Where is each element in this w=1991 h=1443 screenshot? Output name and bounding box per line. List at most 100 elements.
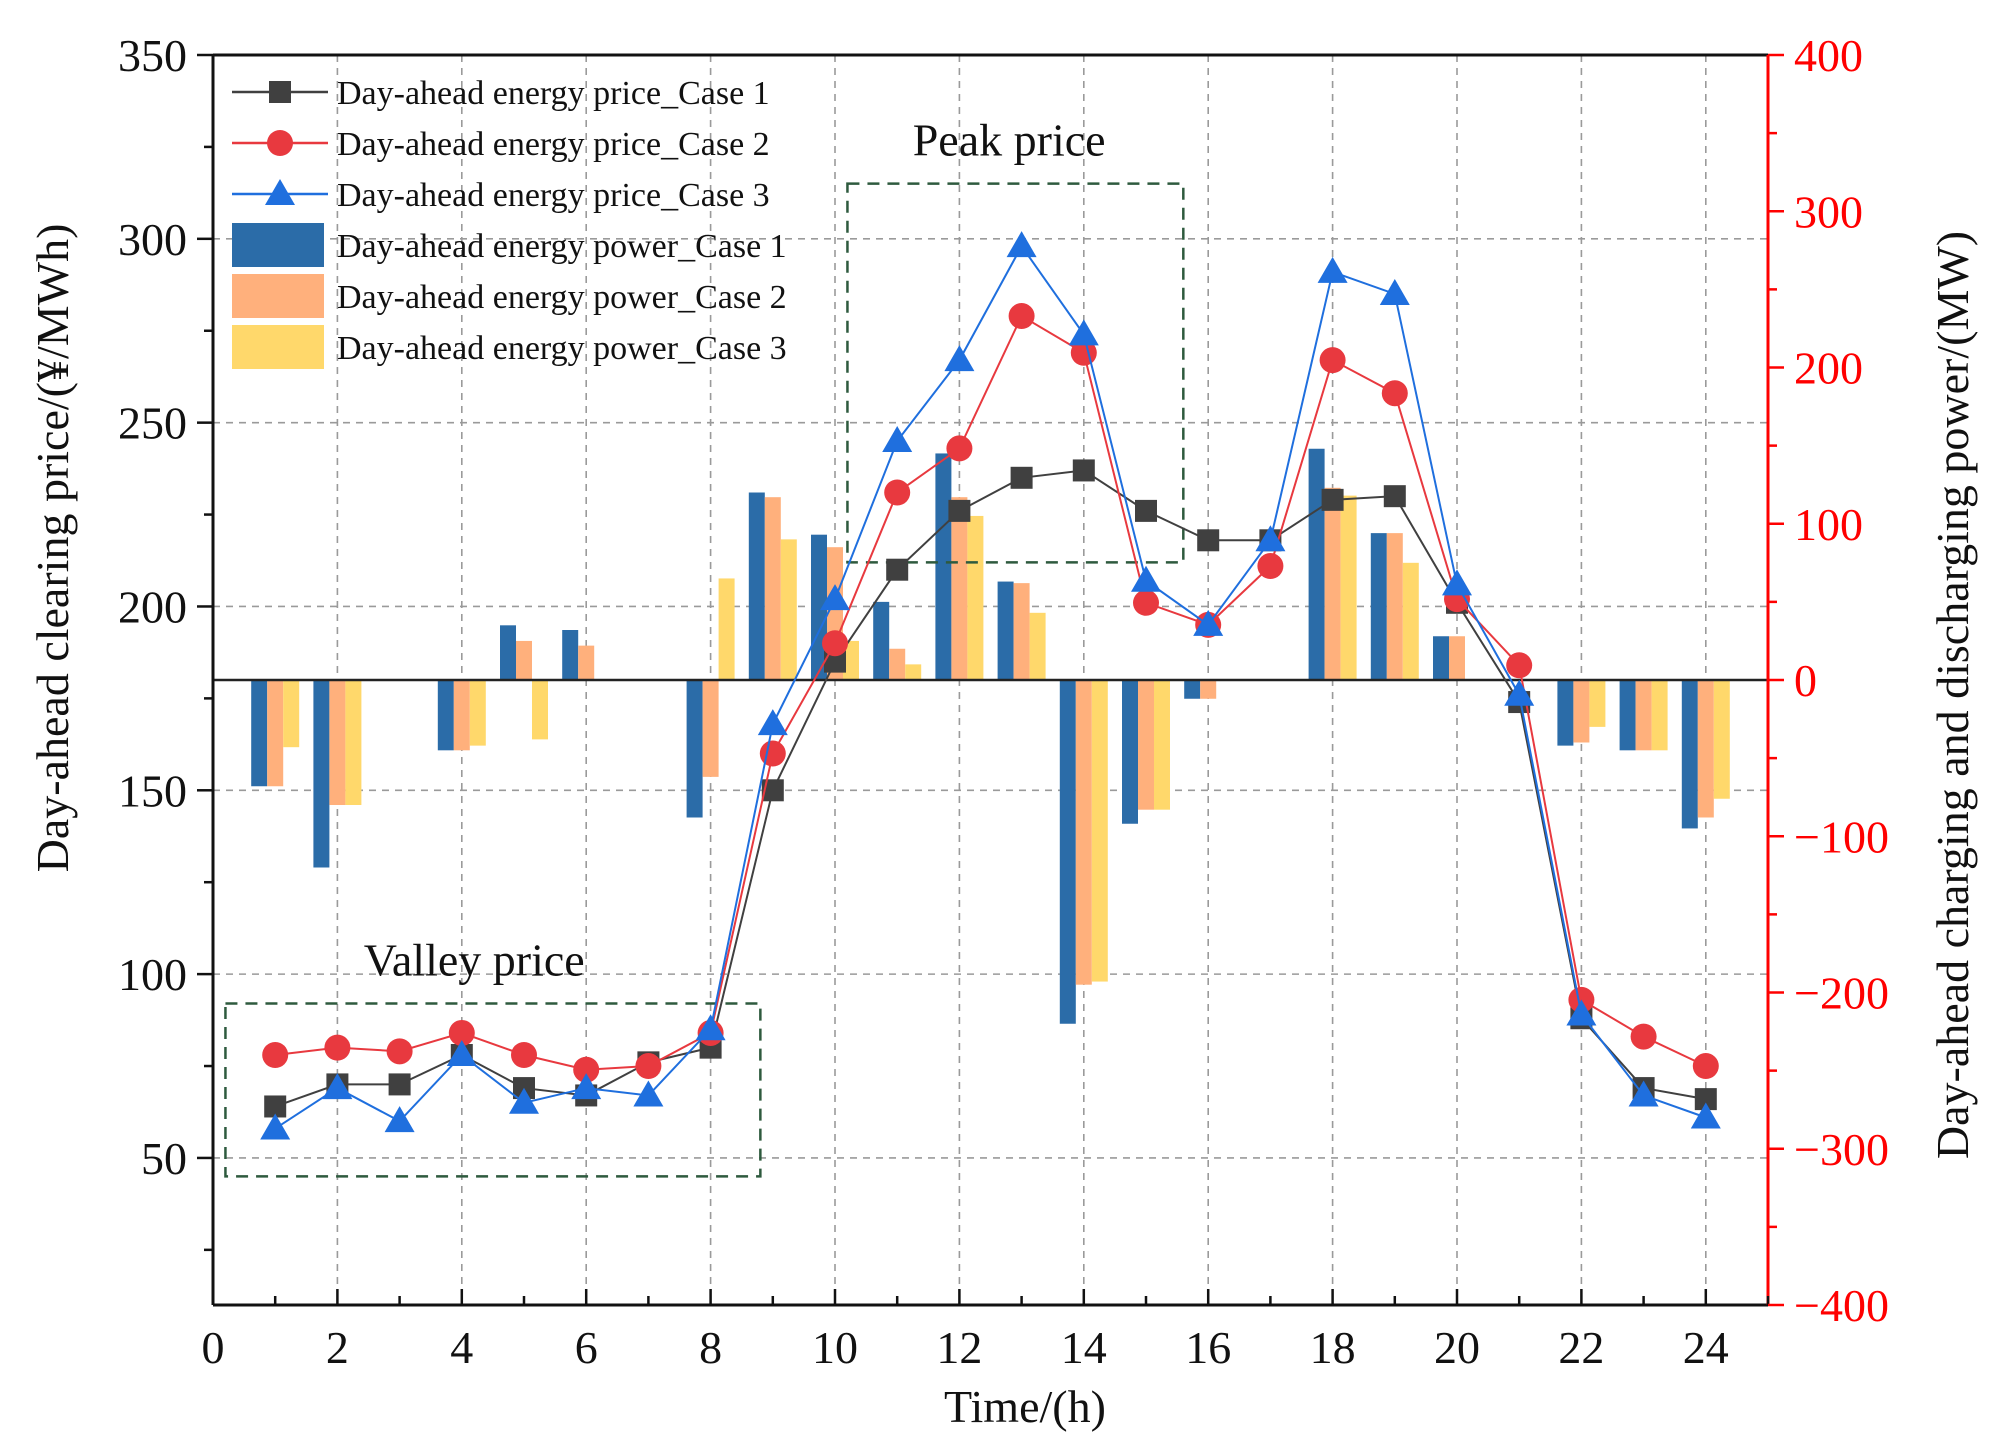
x-tick-label: 6 — [575, 1322, 598, 1373]
y-right-tick-label: 300 — [1794, 186, 1863, 237]
y-right-tick-label: 200 — [1794, 343, 1863, 394]
power-bar — [1402, 562, 1419, 680]
y-left-tick-label: 300 — [118, 214, 187, 265]
power-bar — [905, 664, 922, 680]
price-point — [1317, 256, 1348, 283]
power-bar — [345, 680, 362, 805]
price-line — [274, 469, 1706, 1108]
power-bar — [718, 578, 735, 680]
y-left-tick-label: 150 — [118, 765, 187, 816]
power-bar — [578, 645, 595, 680]
x-axis-title: Time/(h) — [944, 1381, 1106, 1432]
power-bar — [1308, 448, 1325, 680]
price-point — [1690, 1102, 1721, 1129]
price-point — [1504, 679, 1535, 706]
y-right-tick-label: 100 — [1794, 499, 1863, 550]
power-bar — [764, 497, 781, 680]
y-left-tick-label: 200 — [118, 581, 187, 632]
power-bar — [1184, 680, 1201, 699]
price-point — [1133, 589, 1159, 616]
legend-marker — [269, 81, 291, 103]
price-point — [822, 630, 848, 657]
legend-label: Day-ahead energy price_Case 2 — [337, 126, 770, 163]
price-point — [446, 1040, 477, 1066]
power-bar — [1122, 680, 1138, 824]
power-bar — [1573, 680, 1590, 743]
power-bar — [562, 630, 579, 680]
peak-price-box — [846, 182, 1185, 564]
power-bar — [1138, 680, 1154, 810]
price-lines — [260, 231, 1721, 1140]
power-bar — [1013, 583, 1030, 680]
power-bar — [1370, 533, 1387, 680]
price-point — [511, 1042, 537, 1068]
price-point — [1692, 1053, 1719, 1080]
price-point — [1072, 459, 1095, 482]
power-bar — [1589, 680, 1606, 727]
price-point — [260, 1113, 291, 1140]
price-point — [573, 1056, 600, 1083]
y-right-tick-label: −200 — [1794, 968, 1889, 1019]
power-bar — [1386, 533, 1403, 680]
price-point — [757, 709, 788, 736]
power-bar — [313, 680, 330, 868]
power-bar — [889, 648, 906, 680]
legend-marker — [265, 179, 295, 205]
y-right-tick-label: 0 — [1794, 655, 1817, 706]
legend-bar-swatch — [232, 274, 324, 318]
price-point — [886, 558, 909, 581]
price-point — [635, 1053, 662, 1080]
power-bar — [437, 680, 454, 751]
x-tick-label: 8 — [699, 1322, 722, 1373]
price-point — [1383, 485, 1406, 508]
power-bar — [1200, 680, 1217, 699]
price-point — [388, 1073, 411, 1096]
power-bar — [1433, 636, 1449, 680]
price-point — [1379, 278, 1410, 305]
price-point — [509, 1087, 539, 1114]
price-point — [1255, 525, 1286, 552]
y-right-tick-label: −400 — [1794, 1280, 1889, 1331]
price-point — [1506, 652, 1533, 679]
power-bar — [951, 497, 968, 680]
price-point — [1006, 231, 1037, 258]
power-bar — [1029, 612, 1046, 680]
legend-label: Day-ahead energy power_Case 1 — [337, 228, 787, 265]
valley-price-label: Valley price — [364, 935, 585, 986]
power-bar — [686, 680, 703, 818]
x-tick-label: 4 — [450, 1322, 473, 1373]
x-tick-label: 14 — [1061, 1322, 1107, 1373]
power-bar — [453, 680, 470, 751]
power-bar — [1635, 680, 1652, 751]
power-bar — [1324, 487, 1341, 680]
price-point — [948, 499, 971, 522]
power-bar — [780, 539, 797, 680]
x-tick-label: 20 — [1434, 1322, 1480, 1373]
legend-bar-swatch — [232, 325, 324, 369]
power-bar — [1154, 680, 1170, 810]
power-bar — [1449, 636, 1465, 680]
y-right-tick-label: 400 — [1794, 30, 1863, 81]
price-point — [1068, 319, 1099, 346]
price-point — [695, 1014, 726, 1041]
price-point — [1321, 488, 1344, 511]
power-bar — [267, 680, 284, 787]
price-point — [1131, 565, 1161, 592]
power-bar — [500, 625, 516, 680]
power-bar — [532, 680, 548, 740]
legend-label: Day-ahead energy price_Case 1 — [337, 75, 770, 112]
x-tick-label: 10 — [812, 1322, 858, 1373]
y-left-tick-label: 250 — [118, 398, 187, 449]
power-bar — [329, 680, 346, 805]
y-left-tick-label: 50 — [141, 1133, 187, 1184]
x-tick-label: 0 — [202, 1322, 225, 1373]
power-bar — [1059, 680, 1076, 1024]
power-bar — [748, 492, 765, 680]
power-bar — [967, 515, 984, 680]
power-bars — [251, 448, 1730, 1024]
power-bar — [702, 680, 719, 777]
x-tick-label: 2 — [326, 1322, 349, 1373]
price-point — [1193, 609, 1224, 636]
price-point — [1630, 1023, 1657, 1050]
